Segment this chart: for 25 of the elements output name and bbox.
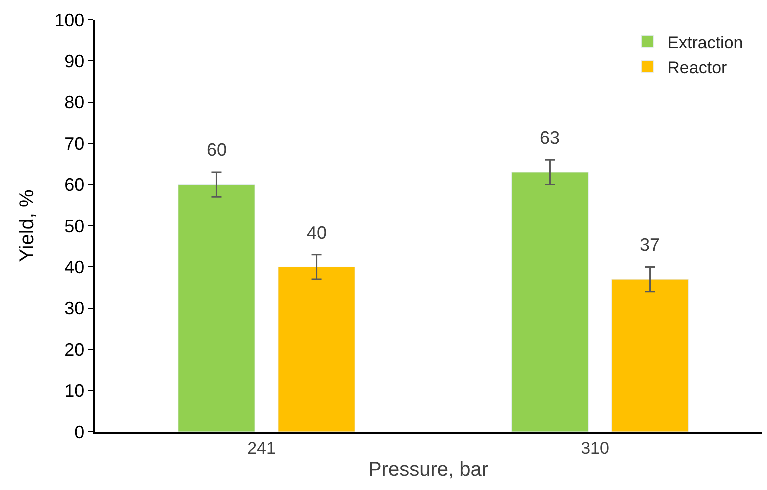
legend-label: Extraction — [668, 33, 744, 52]
x-axis-title: Pressure, bar — [368, 459, 489, 482]
y-tick-label: 0 — [74, 422, 85, 442]
y-tick-label: 60 — [64, 175, 85, 196]
y-tick-label: 100 — [54, 10, 85, 30]
data-label: 40 — [307, 223, 328, 243]
y-tick-label: 80 — [64, 92, 85, 113]
data-label: 37 — [640, 235, 660, 255]
data-label: 60 — [207, 140, 228, 160]
y-tick-label: 20 — [64, 340, 85, 360]
y-tick-label: 40 — [64, 258, 85, 278]
bar — [512, 172, 589, 432]
y-tick-label: 50 — [64, 216, 85, 236]
bar — [178, 184, 256, 432]
y-axis-title: Yield, % — [16, 189, 39, 262]
y-tick-label: 90 — [64, 52, 85, 72]
y-tick-label: 10 — [64, 381, 85, 402]
x-tick-label: 241 — [248, 439, 276, 458]
bar — [612, 279, 689, 432]
data-label: 63 — [540, 128, 560, 148]
y-tick-label: 70 — [64, 134, 85, 154]
bar — [278, 266, 356, 432]
y-tick-label: 30 — [64, 298, 85, 319]
legend-label: Reactor — [668, 58, 728, 78]
x-tick-label: 310 — [581, 439, 610, 458]
